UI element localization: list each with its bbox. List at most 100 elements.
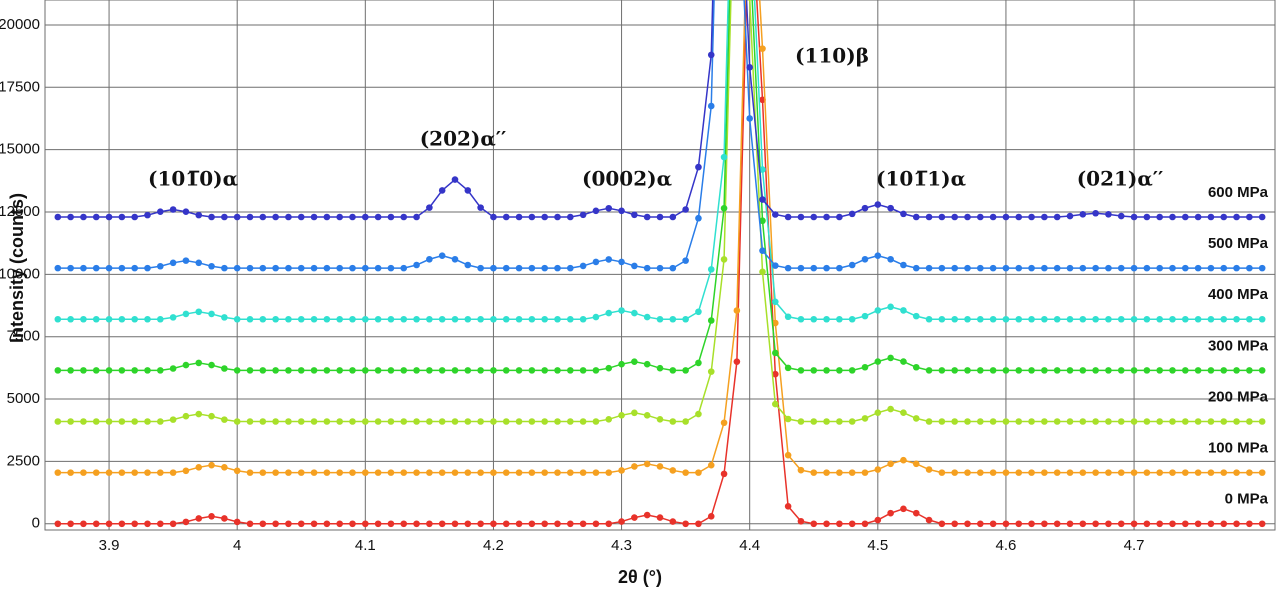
data-point: [157, 315, 164, 323]
data-point: [246, 367, 254, 374]
data-point: [541, 418, 548, 425]
data-point: [733, 358, 741, 365]
data-point: [643, 264, 651, 272]
data-point: [836, 418, 843, 425]
y-tick-label: 15000: [0, 141, 40, 158]
series-label: 200 MPa: [1208, 388, 1269, 405]
data-point: [144, 418, 151, 425]
data-point: [131, 213, 138, 221]
data-point: [925, 516, 933, 524]
data-point: [1117, 264, 1125, 272]
data-point: [195, 308, 203, 316]
data-point: [438, 252, 446, 259]
data-point: [169, 365, 177, 372]
data-point: [502, 520, 510, 528]
labels: 0 MPa 100 MPa 200 MPa 300 MPa 400 MPa 500 MPa…: [148, 44, 1269, 508]
data-point: [233, 264, 241, 272]
data-point: [1028, 418, 1035, 425]
data-point: [1015, 520, 1023, 528]
data-point: [951, 418, 958, 425]
data-point: [182, 412, 190, 420]
data-point: [233, 418, 241, 425]
data-point: [336, 264, 343, 272]
data-point: [105, 520, 113, 528]
data-point: [105, 213, 113, 221]
data-point: [1066, 212, 1074, 220]
data-point: [131, 418, 138, 425]
series-label: 0 MPa: [1225, 491, 1269, 508]
peak-annotation: (110)β: [795, 44, 869, 68]
data-point: [848, 469, 856, 476]
data-point: [605, 204, 613, 212]
data-point: [1002, 315, 1010, 323]
data-point: [1220, 264, 1228, 272]
data-point: [605, 309, 613, 317]
data-point: [272, 367, 279, 374]
data-point: [285, 264, 292, 272]
data-point: [669, 518, 677, 525]
x-tick-label: 4.1: [355, 537, 376, 554]
data-point: [707, 266, 715, 273]
data-point: [310, 315, 318, 323]
data-point: [938, 315, 946, 323]
data-point: [836, 469, 843, 476]
data-point: [400, 367, 408, 374]
data-point: [797, 466, 805, 474]
data-point: [477, 367, 484, 374]
data-point: [567, 315, 574, 323]
data-point: [477, 418, 484, 425]
data-point: [1066, 418, 1074, 425]
data-point: [977, 264, 984, 272]
data-point: [1156, 315, 1163, 323]
data-point: [887, 354, 894, 362]
data-point: [554, 418, 561, 425]
data-point: [989, 315, 997, 323]
data-point: [912, 213, 920, 221]
data-point: [1233, 520, 1240, 528]
data-point: [426, 469, 433, 476]
data-point: [772, 370, 779, 378]
data-point: [297, 213, 305, 221]
data-point: [1105, 469, 1112, 476]
data-point: [823, 315, 830, 323]
data-point: [208, 213, 215, 221]
data-point: [682, 257, 689, 264]
data-point: [80, 469, 87, 476]
x-tick-label: 4.7: [1124, 537, 1145, 554]
data-point: [259, 213, 267, 221]
data-point: [964, 367, 971, 374]
data-point: [695, 520, 702, 528]
x-tick-label: 3.9: [99, 537, 120, 554]
data-point: [169, 416, 177, 423]
data-point: [1194, 315, 1202, 323]
data-point: [1066, 367, 1074, 374]
data-point: [1143, 520, 1151, 528]
data-point: [131, 520, 138, 528]
data-point: [182, 208, 190, 215]
data-point: [1028, 469, 1035, 476]
data-point: [631, 463, 638, 470]
data-point: [1182, 520, 1189, 528]
data-point: [1053, 367, 1061, 374]
data-point: [246, 469, 254, 476]
data-point: [323, 418, 331, 425]
data-point: [1105, 520, 1112, 528]
data-point: [259, 315, 267, 323]
data-point: [656, 315, 664, 323]
data-point: [451, 520, 459, 528]
data-point: [1156, 418, 1163, 425]
data-point: [823, 469, 830, 476]
data-point: [1156, 520, 1163, 528]
data-point: [720, 256, 728, 263]
data-point: [707, 368, 715, 375]
data-point: [887, 460, 894, 468]
data-point: [1194, 418, 1202, 425]
data-point: [1182, 315, 1189, 323]
data-point: [144, 315, 151, 323]
data-point: [989, 213, 997, 221]
data-point: [1092, 367, 1099, 374]
data-point: [772, 298, 779, 306]
data-point: [1041, 264, 1048, 272]
data-point: [426, 367, 433, 374]
